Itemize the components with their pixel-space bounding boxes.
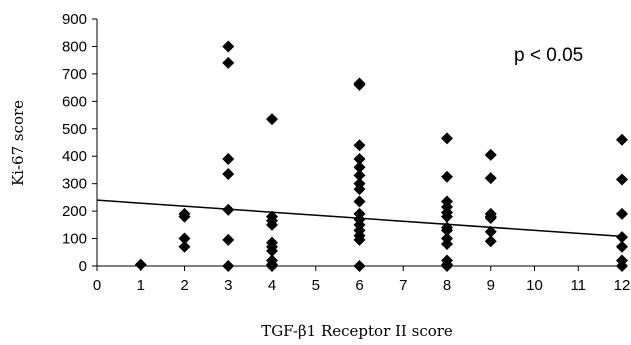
x-tick-label: 0: [93, 277, 101, 294]
data-point: [178, 210, 191, 223]
data-point: [353, 161, 366, 174]
x-tick-label: 9: [487, 277, 495, 294]
data-point: [616, 173, 628, 186]
x-tick-label: 2: [180, 277, 188, 294]
data-point: [484, 235, 497, 248]
data-point: [222, 233, 235, 246]
x-tick-label: 7: [399, 277, 407, 294]
x-tick-label: 12: [614, 277, 631, 294]
data-point: [616, 240, 628, 253]
data-point: [441, 224, 453, 237]
x-tick-label: 1: [137, 277, 145, 294]
data-point: [353, 183, 366, 196]
data-point: [222, 152, 235, 165]
x-tick-label: 4: [268, 277, 276, 294]
data-point: [266, 260, 278, 272]
data-point: [353, 78, 366, 91]
data-point: [222, 260, 235, 272]
data-point: [441, 238, 453, 251]
y-axis-ticks: 0 100 200 300 400 500 600 700 800 900: [62, 11, 97, 275]
data-point: [441, 170, 453, 183]
y-tick-label: 200: [62, 203, 87, 220]
y-tick-label: 100: [62, 231, 87, 248]
y-tick-label: 0: [79, 258, 87, 275]
data-point: [353, 195, 366, 208]
y-tick-label: 300: [62, 176, 87, 193]
x-axis-label: TGF-β1 Receptor II score: [261, 322, 453, 340]
data-point: [353, 233, 366, 246]
x-axis-ticks: 0 1 2 3 4 5 6 7 8 9 10 11 12: [93, 266, 631, 294]
y-tick-label: 600: [62, 93, 87, 110]
x-tick-label: 6: [355, 277, 363, 294]
y-tick-label: 900: [62, 11, 87, 28]
data-point: [222, 56, 235, 69]
y-tick-label: 700: [62, 66, 87, 83]
data-point: [616, 231, 628, 244]
data-point: [353, 152, 366, 165]
x-tick-label: 10: [526, 277, 543, 294]
data-point: [222, 40, 235, 53]
data-points: [134, 40, 628, 272]
data-point: [178, 232, 191, 245]
data-point: [353, 260, 366, 272]
data-point: [266, 218, 278, 231]
x-tick-label: 8: [443, 277, 451, 294]
data-point: [353, 169, 366, 182]
data-point: [484, 148, 497, 161]
data-point: [134, 258, 147, 271]
data-point: [616, 260, 628, 272]
y-axis-label: Ki-67 score: [9, 100, 27, 186]
data-point: [222, 203, 235, 216]
y-tick-label: 400: [62, 148, 87, 165]
data-point: [178, 240, 191, 253]
p-value-annotation: p < 0.05: [514, 45, 583, 66]
x-tick-label: 5: [312, 277, 320, 294]
data-point: [441, 210, 453, 223]
x-tick-label: 11: [570, 277, 586, 294]
data-point: [222, 168, 235, 181]
data-point: [484, 225, 497, 238]
data-point: [616, 133, 628, 146]
data-point: [484, 211, 497, 224]
data-point: [441, 260, 453, 272]
data-point: [616, 207, 628, 220]
data-point: [266, 244, 278, 257]
y-tick-label: 500: [62, 121, 87, 138]
x-tick-label: 3: [224, 277, 232, 294]
data-point: [266, 113, 278, 126]
data-point: [353, 139, 366, 152]
y-tick-label: 800: [62, 38, 87, 55]
data-point: [484, 172, 497, 185]
data-point: [441, 132, 453, 145]
